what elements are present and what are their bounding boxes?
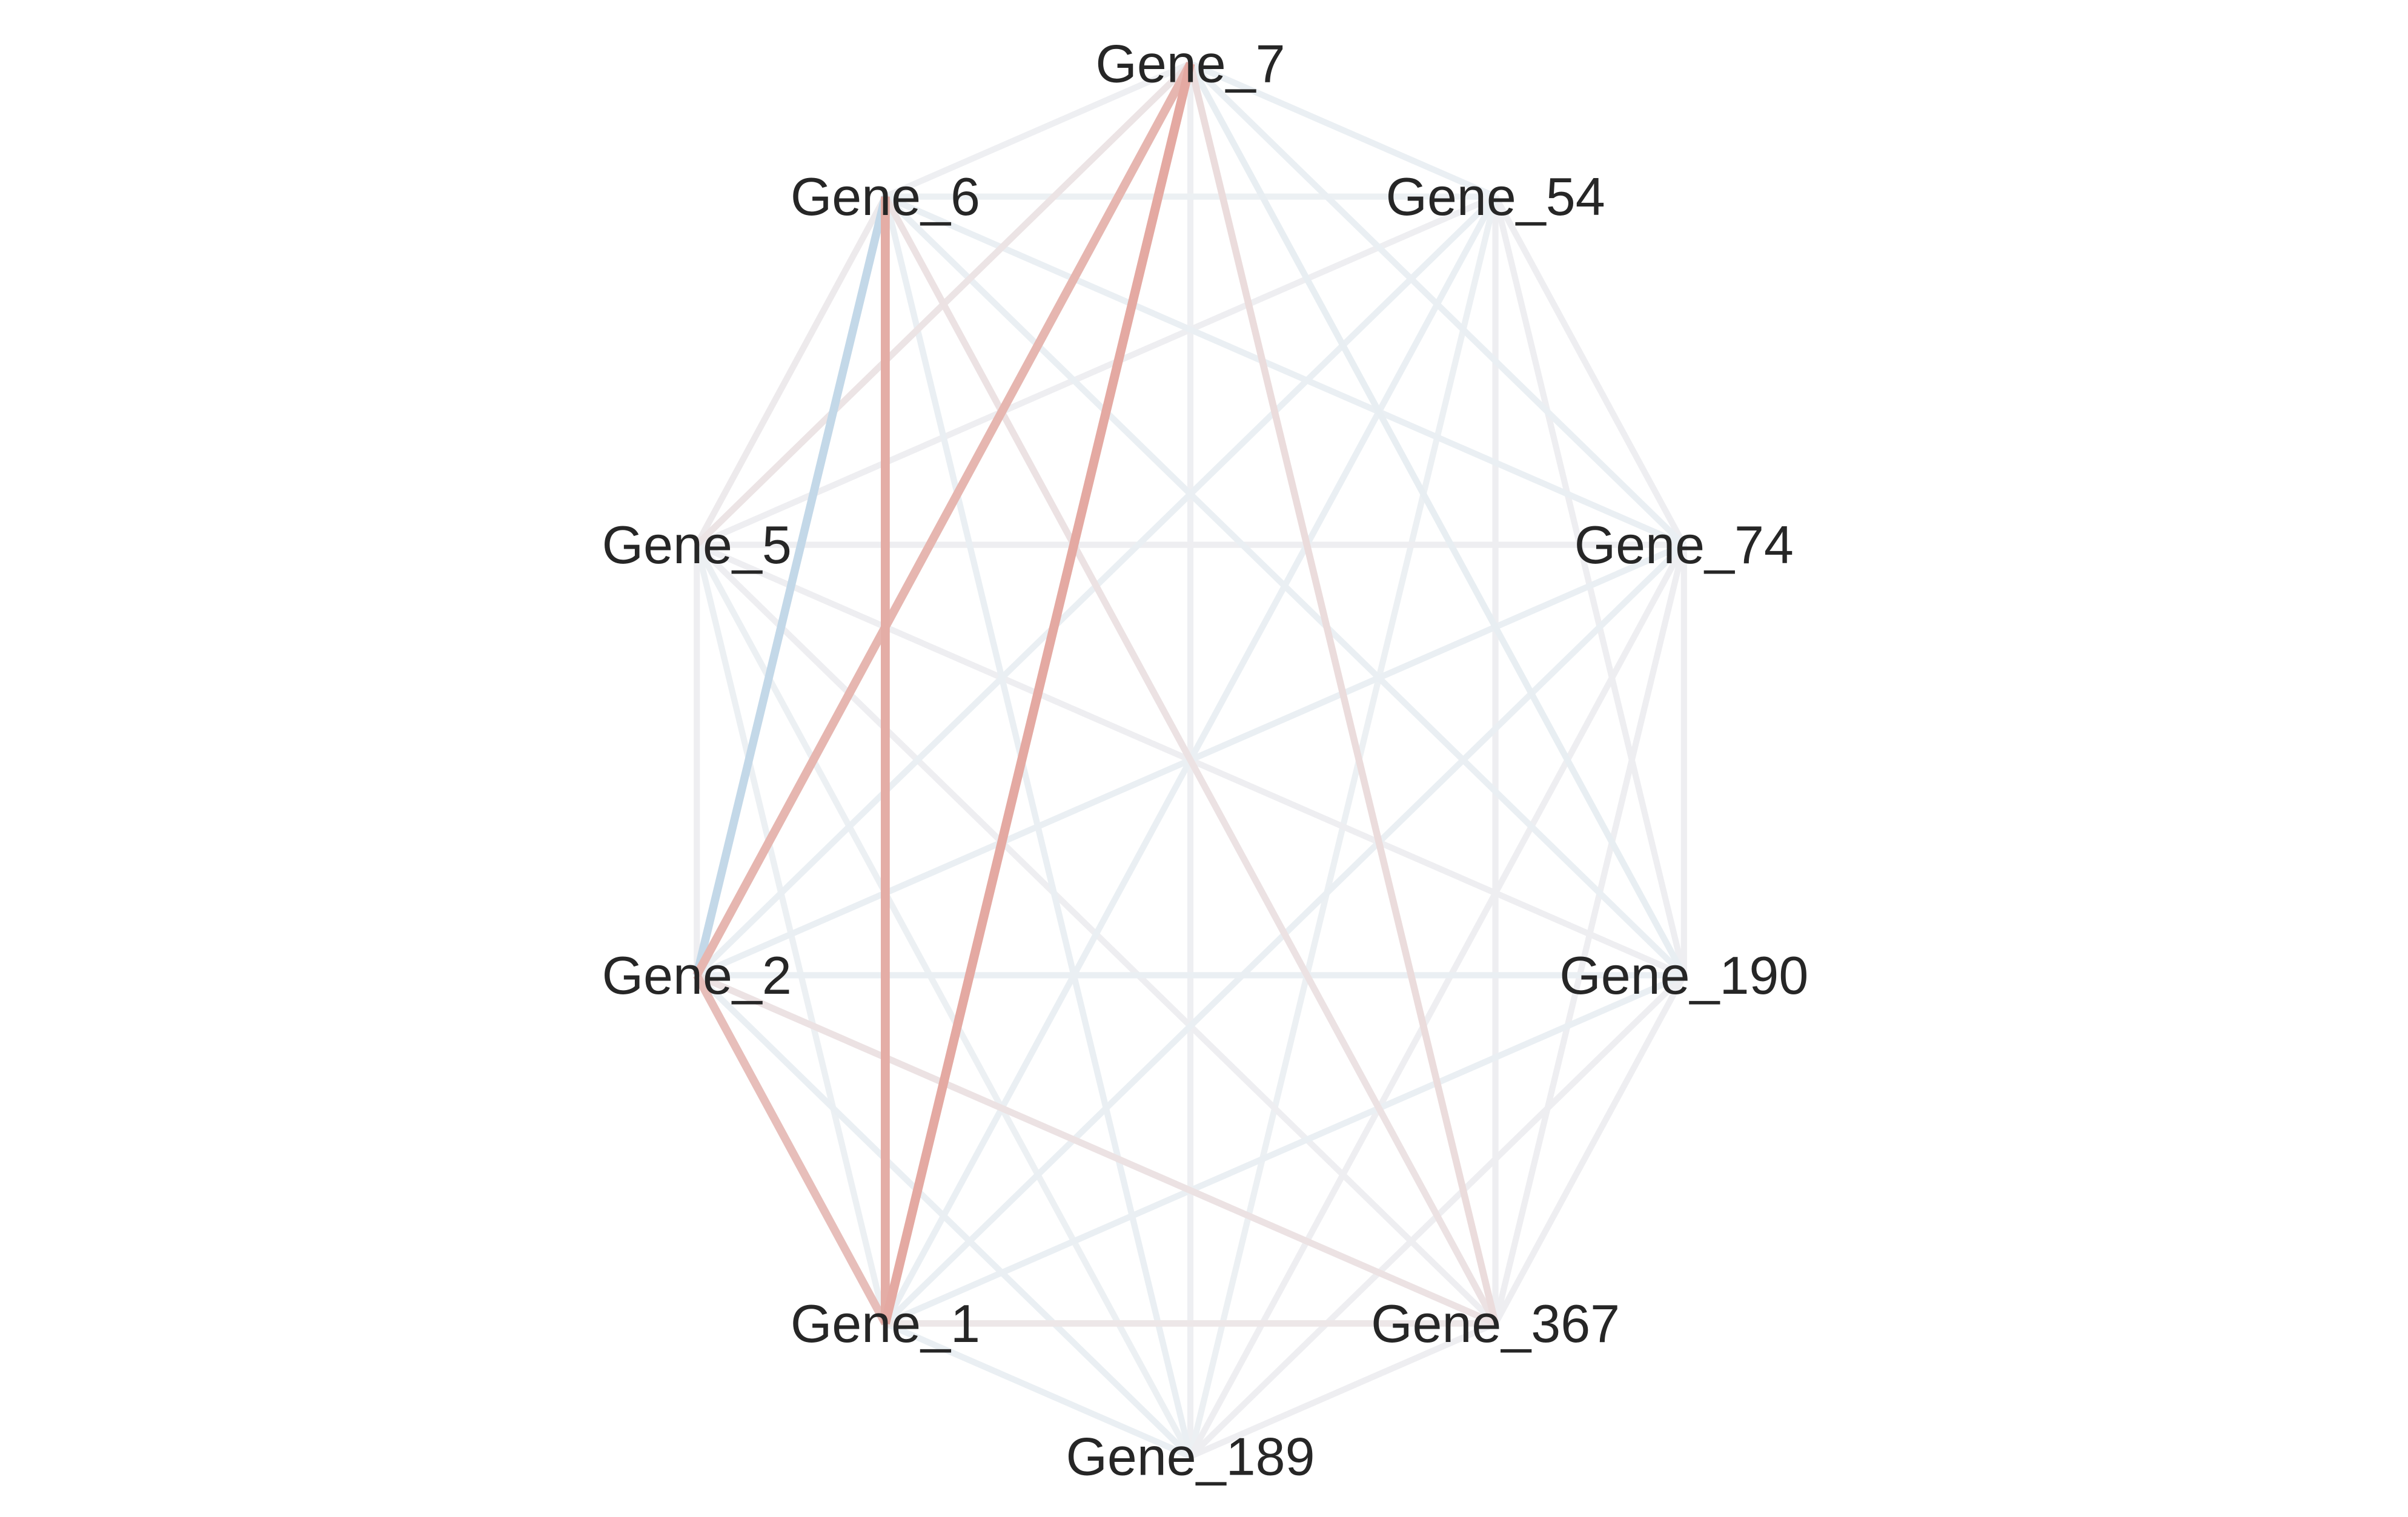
edge-gene74-gene6 [884,193,1685,548]
edge-gene7-gene2 [692,61,1195,977]
node-label-gene-189: Gene_189 [1066,1427,1315,1487]
node-label-gene-2: Gene_2 [602,945,792,1005]
edge-gene367-gene189 [1189,1320,1497,1459]
edge-gene190-gene6 [883,194,1687,978]
edges-layer [692,61,1687,1459]
edge-gene2-gene6 [692,196,890,976]
node-label-gene-54: Gene_54 [1386,167,1605,226]
edge-gene189-gene1 [884,1320,1192,1459]
edge-gene1-gene2 [693,973,889,1326]
node-label-gene-6: Gene_6 [791,167,980,226]
edge-gene367-gene6 [882,194,1499,1326]
edge-gene54-gene5 [695,193,1497,548]
edge-gene74-gene189 [1187,543,1687,1458]
edge-gene7-gene6 [884,61,1192,200]
edge-gene7-gene54 [1189,61,1497,200]
edge-gene367-gene2 [695,972,1497,1327]
node-label-gene-7: Gene_7 [1095,34,1285,94]
edge-gene54-gene74 [1493,195,1687,547]
edge-gene7-gene190 [1187,62,1687,977]
node-label-gene-5: Gene_5 [602,515,792,575]
edge-gene189-gene2 [694,973,1193,1459]
node-label-gene-190: Gene_190 [1559,945,1808,1005]
node-label-gene-74: Gene_74 [1574,515,1794,575]
edge-gene189-gene5 [694,543,1193,1458]
labels-layer: Gene_7 Gene_54 Gene_74 Gene_190 Gene_367 Gene… [602,34,1809,1487]
edge-gene190-gene367 [1493,973,1687,1325]
edge-gene189-gene6 [882,196,1194,1458]
edge-gene5-gene6 [694,195,889,547]
edge-gene7-gene1 [881,62,1195,1325]
node-label-gene-367: Gene_367 [1371,1294,1620,1353]
node-label-gene-1: Gene_1 [791,1294,980,1353]
edge-gene7-gene367 [1187,62,1499,1324]
edge-gene190-gene1 [884,972,1685,1327]
